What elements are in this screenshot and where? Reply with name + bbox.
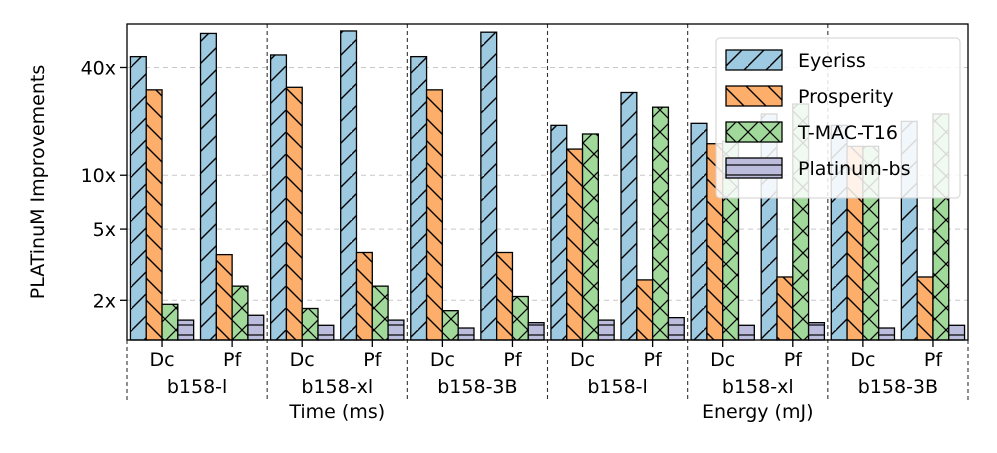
y-tick-label: 10x [81,165,116,187]
legend-swatch [725,121,783,143]
x-tick-label: Pf [644,349,663,371]
legend-entry: T-MAC-T16 [725,121,898,144]
legend-entry: Prosperity [725,85,894,108]
x-tick-label: Pf [784,349,803,371]
y-axis-label: PLATinuM Improvements [27,65,49,300]
x-axis-labels: Dc Pf Dc Pf Dc Pf Dc Pf Dc Pf Dc Pf b158-l b158-xl b15… [150,340,943,423]
bar-eyeriss [199,32,217,341]
bar-t-mac-t16 [651,106,670,341]
bar-platinum-bs [457,327,475,341]
bar-eyeriss [129,55,147,341]
bar-t-mac-t16 [371,285,389,341]
x-tick-label: Pf [503,349,522,371]
bar-prosperity [636,279,654,341]
legend-entry: Eyeriss [725,49,866,72]
metric-label: Energy (mJ) [702,401,814,423]
group-label: b158-l [167,376,227,398]
group-label: b158-xl [722,376,794,398]
bar-prosperity [916,276,934,341]
bar-platinum-bs [177,319,195,341]
x-tick-label: Dc [430,349,455,371]
bar-eyeriss [269,54,288,341]
bar-prosperity [145,89,163,341]
group-label: b158-l [587,376,647,398]
x-tick-label: Pf [924,349,943,371]
legend: Eyeriss Prosperity T-MAC-T16 Platinum-bs [715,37,961,199]
y-tick-label: 40x [81,57,116,79]
bar-platinum-bs [737,324,755,341]
bar-platinum-bs [667,316,685,341]
x-tick-label: Dc [710,349,735,371]
bar-prosperity [425,89,444,341]
bar-platinum-bs [387,319,405,341]
legend-label: T-MAC-T16 [797,122,898,144]
bar-t-mac-t16 [161,303,179,341]
bar-platinum-bs [317,324,335,341]
group-dividers [126,24,969,400]
legend-label: Prosperity [798,86,894,108]
x-tick-label: Pf [223,349,242,371]
bar-t-mac-t16 [581,133,599,341]
plot-frame [126,23,969,341]
x-tick-label: Dc [290,349,315,371]
legend-swatch [725,157,783,179]
legend-entry: Platinum-bs [725,157,911,180]
legend-swatch [725,85,783,107]
group-label: b158-xl [301,376,373,398]
bar-eyeriss [410,55,428,341]
bar-platinum-bs [597,319,615,341]
x-tick-label: Dc [570,349,595,371]
bar-prosperity [496,251,514,341]
bar-eyeriss [690,122,708,341]
bar-platinum-bs [527,322,545,341]
bar-platinum-bs [807,322,826,341]
x-tick-label: Dc [150,349,175,371]
bar-platinum-bs [247,314,265,341]
bar-prosperity [285,86,303,341]
y-tick-label: 2x [93,290,116,312]
bar-t-mac-t16 [231,285,249,341]
y-axis: 2x 5x 10x 40x [81,57,127,312]
bar-eyeriss [620,91,638,341]
bar-platinum-bs [948,324,966,341]
group-label: b158-3B [858,376,938,398]
bar-prosperity [566,148,584,341]
bar-eyeriss [550,124,568,341]
legend-label: Eyeriss [798,50,866,72]
bar-t-mac-t16 [301,307,319,341]
legend-label: Platinum-bs [798,158,911,180]
bar-eyeriss [480,31,498,341]
metric-label: Time (ms) [288,401,385,423]
group-label: b158-3B [437,376,517,398]
bar-prosperity [355,251,373,341]
legend-swatch [725,49,783,71]
y-tick-label: 5x [93,219,116,241]
x-tick-label: Pf [363,349,382,371]
bar-eyeriss [340,30,358,341]
bar-t-mac-t16 [511,295,529,341]
x-tick-label: Dc [850,349,875,371]
bar-platinum-bs [878,327,896,341]
bar-t-mac-t16 [441,310,459,341]
bar-prosperity [776,276,794,341]
bar-prosperity [215,253,233,341]
